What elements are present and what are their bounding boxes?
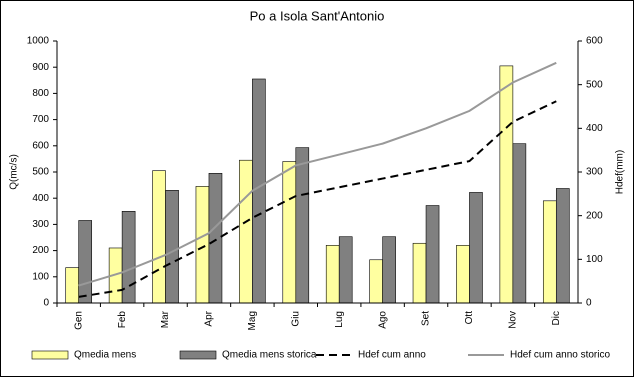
y-tick-label: 1000	[27, 36, 50, 47]
y2-tick-label: 300	[586, 167, 603, 178]
bar	[282, 161, 297, 304]
y2-tick-label: 500	[586, 79, 603, 90]
bar	[208, 173, 223, 304]
bar	[65, 267, 80, 304]
line	[78, 100, 557, 298]
bar	[512, 143, 527, 304]
bar	[369, 259, 383, 304]
x-tick-label: Ott	[464, 311, 475, 325]
y2-tick-label: 600	[586, 36, 603, 47]
bar	[425, 205, 440, 304]
bar	[78, 220, 93, 304]
bar	[165, 190, 179, 304]
x-tick-label: Set	[421, 311, 432, 326]
bar	[382, 236, 396, 304]
x-tick-label: Giu	[290, 311, 301, 327]
legend-label: Qmedia mens	[74, 350, 136, 361]
y-tick-label: 300	[32, 219, 49, 230]
y-axis-label: Q(mc/s)	[9, 154, 20, 190]
bar	[555, 188, 570, 304]
x-tick-label: Nov	[508, 311, 519, 329]
y-tick-label: 700	[32, 114, 49, 125]
bar	[325, 245, 340, 304]
x-tick-label: Gen	[73, 311, 84, 330]
chart-title: Po a Isola Sant'Antonio	[250, 8, 385, 23]
x-tick-label: Lug	[334, 311, 345, 328]
bar	[239, 159, 253, 304]
y-tick-label: 800	[32, 88, 49, 99]
y2-tick-label: 100	[586, 254, 603, 265]
legend-swatch	[31, 350, 69, 360]
y-tick-label: 0	[43, 298, 49, 309]
x-tick-label: Ago	[377, 311, 388, 329]
x-tick-label: Dic	[551, 311, 562, 325]
y-tick-label: 900	[32, 62, 49, 73]
bar	[295, 147, 310, 304]
bar	[338, 236, 353, 304]
x-tick-label: Apr	[204, 310, 215, 326]
y2-tick-label: 400	[586, 123, 603, 134]
y-tick-label: 100	[32, 271, 49, 282]
bar	[152, 170, 166, 304]
legend-label: Qmedia mens storica	[222, 350, 317, 361]
y-tick-label: 500	[32, 167, 49, 178]
y2-tick-label: 0	[586, 298, 592, 309]
line	[78, 61, 557, 287]
bar	[542, 200, 557, 304]
bar	[469, 192, 483, 304]
legend-swatch	[179, 350, 217, 360]
bar	[195, 186, 210, 304]
y2-axis-label: Hdef(mm)	[615, 150, 626, 194]
x-tick-label: Mar	[160, 310, 171, 328]
bar	[252, 78, 266, 304]
bar	[412, 242, 427, 304]
y-tick-label: 200	[32, 245, 49, 256]
x-tick-label: Mag	[247, 311, 258, 330]
y-tick-label: 400	[32, 193, 49, 204]
x-tick-label: Feb	[117, 311, 128, 329]
legend-label: Hdef cum anno storico	[510, 350, 610, 361]
y2-tick-label: 200	[586, 210, 603, 221]
bar	[456, 245, 470, 304]
bar	[499, 65, 514, 304]
legend-label: Hdef cum anno	[358, 350, 426, 361]
y-tick-label: 600	[32, 140, 49, 151]
